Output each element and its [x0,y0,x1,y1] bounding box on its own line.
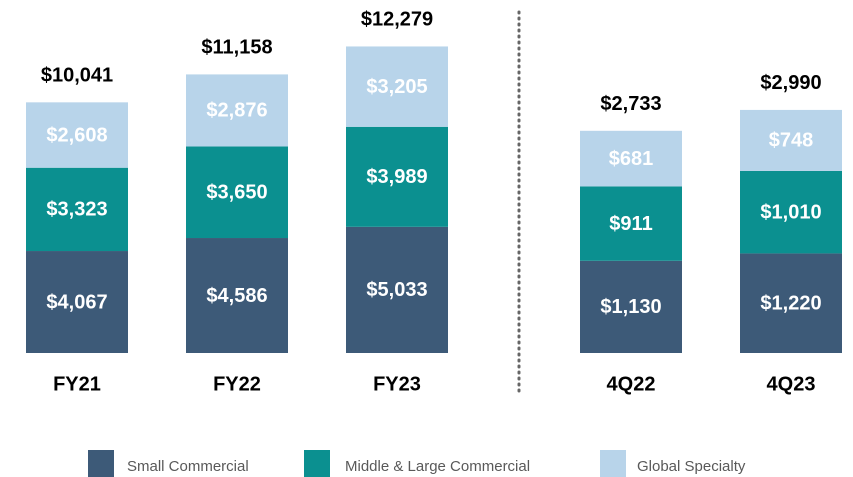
segment-label: $2,608 [46,124,107,146]
bar-segment [26,167,128,252]
segment-label: $4,586 [206,285,267,307]
bar-segment [740,109,842,171]
bar-segment [346,226,448,353]
total-label: $12,279 [361,9,433,31]
segment-label: $4,067 [46,291,107,313]
segment-label: $2,876 [206,100,267,122]
legend-label: Global Specialty [637,458,746,475]
total-label: $2,990 [760,72,821,94]
legend-label: Middle & Large Commercial [345,458,530,475]
segment-label: $3,205 [366,76,427,98]
segment-label: $5,033 [366,279,427,301]
segment-label: $1,130 [600,296,661,318]
bar-segment [26,102,128,168]
segment-label: $748 [769,130,814,152]
bar-segment [580,186,682,261]
segment-label: $681 [609,148,654,170]
legend-swatch [600,450,626,477]
category-label: FY22 [213,373,261,395]
bar-segment [346,46,448,127]
category-label: FY23 [373,373,421,395]
bar-segment [580,130,682,187]
segment-label: $911 [609,213,652,235]
segment-label: $1,010 [760,201,821,223]
segment-label: $1,220 [760,292,821,314]
category-label: FY21 [53,373,101,395]
bar-segment [580,260,682,353]
total-label: $11,158 [201,37,272,59]
segment-label: $3,989 [366,166,427,188]
segment-label: $3,323 [46,199,107,221]
bar-segment [186,238,288,353]
bar-segment [26,251,128,353]
bar-segment [186,146,288,239]
legend-swatch [88,450,114,477]
bar-segment [186,74,288,147]
total-label: $10,041 [41,65,113,87]
bar-segment [346,126,448,227]
bar-segment [740,170,842,254]
segment-label: $3,650 [206,182,267,204]
total-label: $2,733 [600,93,661,115]
category-label: 4Q23 [767,373,816,395]
legend-swatch [304,450,330,477]
category-label: 4Q22 [607,373,656,395]
bar-segment [740,253,842,353]
legend-label: Small Commercial [127,458,249,475]
